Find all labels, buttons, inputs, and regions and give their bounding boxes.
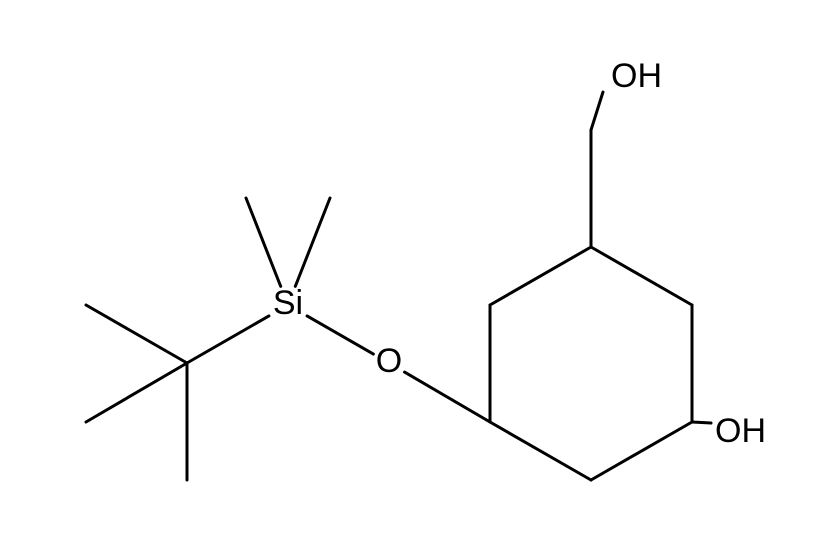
bond — [591, 422, 692, 480]
atom-label-o1: O — [376, 342, 402, 380]
bond — [692, 422, 711, 423]
bond — [86, 305, 187, 363]
bond — [307, 316, 373, 354]
atom-label-oh1: OH — [611, 57, 662, 95]
bond — [591, 247, 692, 305]
bond — [86, 363, 187, 422]
bond — [490, 247, 591, 305]
atom-label-si: Si — [273, 284, 303, 322]
bond — [187, 316, 269, 363]
bond — [591, 92, 603, 130]
bond — [295, 198, 330, 286]
bond — [246, 198, 281, 286]
bond — [405, 372, 490, 422]
atom-label-oh2: OH — [715, 412, 766, 450]
molecule-diagram: O Si OH OH — [0, 0, 822, 536]
bonds-layer — [86, 92, 711, 480]
bond — [490, 422, 591, 480]
